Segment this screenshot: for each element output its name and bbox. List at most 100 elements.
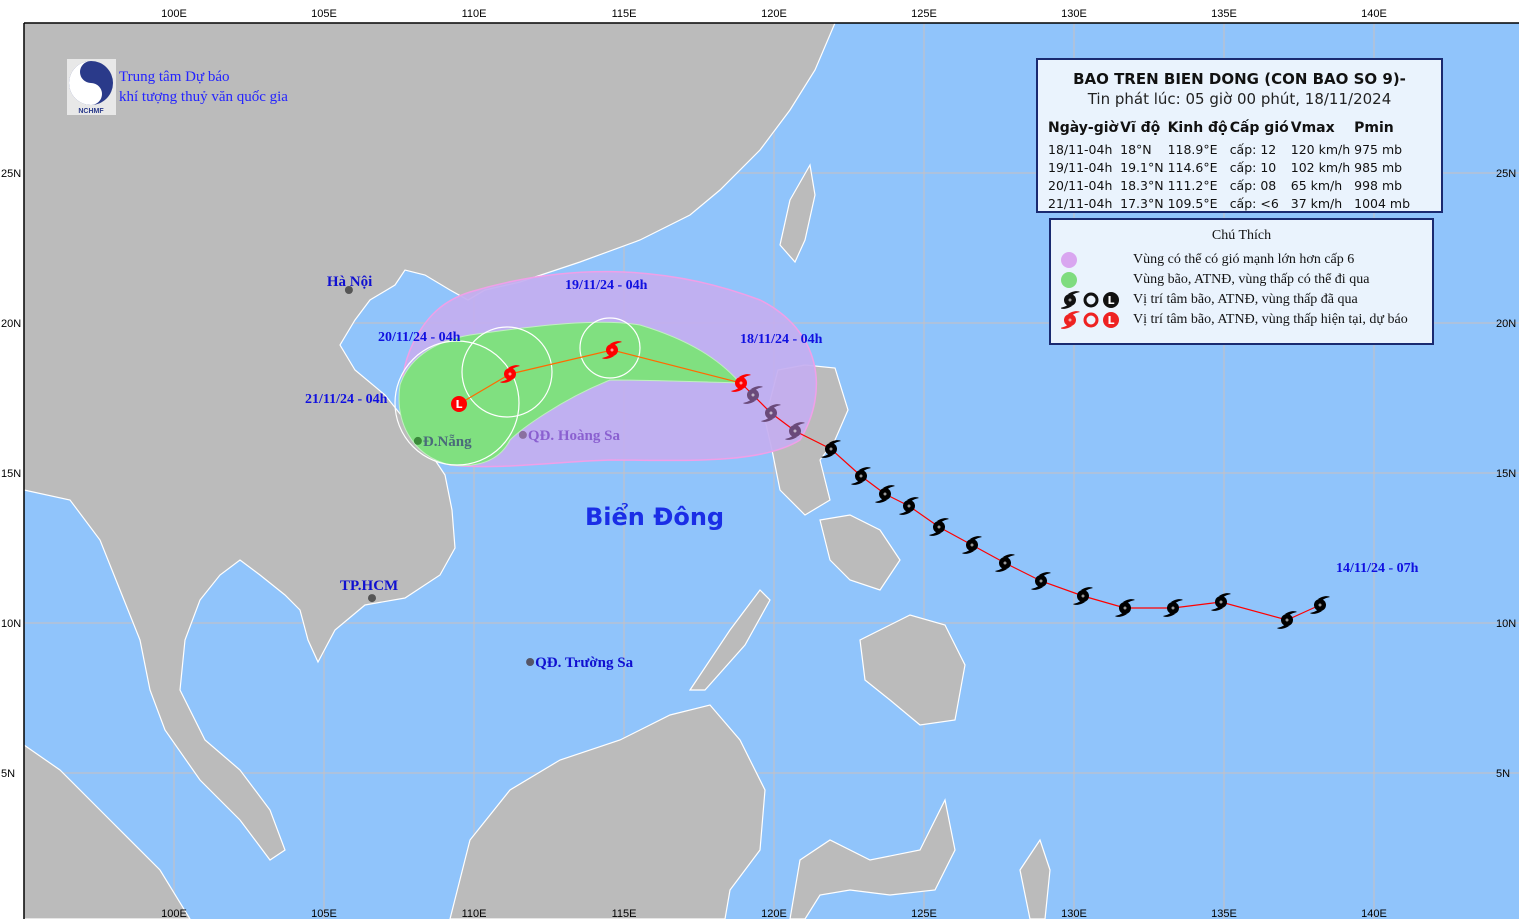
table-cell: 118.9°E bbox=[1167, 141, 1218, 157]
table-cell: 985 mb bbox=[1354, 159, 1403, 175]
place-dot bbox=[344, 286, 353, 294]
forecast-storm-icon bbox=[500, 365, 520, 383]
legend-label: Vùng có thể có gió mạnh lớn hơn cấp 6 bbox=[1133, 252, 1355, 267]
past-storm-icon bbox=[1073, 587, 1093, 605]
legend-box: Chú Thích Vùng có thể có gió mạnh lớn hơ… bbox=[1049, 218, 1434, 345]
past-storm-icon bbox=[899, 497, 919, 515]
place-label: Đ.Nẵng bbox=[423, 434, 472, 450]
low-icon: L bbox=[1103, 292, 1119, 308]
svg-text:L: L bbox=[1107, 294, 1114, 307]
legend-item-current: L Vị trí tâm bão, ATNĐ, vùng thấp hiện t… bbox=[1061, 310, 1408, 330]
lat-tick-label-right: 25N bbox=[1496, 168, 1516, 180]
table-row: 19/11-04h 19.1°N 114.6°E cấp: 10 102 km/h 985… bbox=[1048, 158, 1414, 176]
place-label: TP.HCM bbox=[340, 578, 398, 594]
land-sumatra bbox=[23, 743, 191, 919]
column-header: Vmax bbox=[1290, 120, 1335, 136]
lat-tick-label-right: 20N bbox=[1496, 318, 1516, 330]
date-label-19: 19/11/24 - 04h bbox=[565, 278, 648, 293]
column-header: Pmin bbox=[1354, 120, 1394, 136]
lon-tick-label: 135E bbox=[1211, 8, 1237, 20]
purple-dot-icon bbox=[1061, 252, 1077, 268]
agency-line-1: Trung tâm Dự báo bbox=[119, 69, 230, 85]
bulletin-box: BAO TREN BIEN DONG (CON BAO SO 9)- Tin p… bbox=[1036, 58, 1443, 213]
date-label-14: 14/11/24 - 07h bbox=[1336, 561, 1419, 576]
table-cell: 18.3°N bbox=[1120, 177, 1164, 193]
lat-tick-label: 10N bbox=[1, 618, 21, 630]
table-cell: cấp: 12 bbox=[1229, 141, 1277, 157]
table-cell: 21/11-04h bbox=[1048, 195, 1113, 211]
table-cell: 111.2°E bbox=[1167, 177, 1218, 193]
lon-tick-label-bottom: 130E bbox=[1061, 908, 1087, 919]
storm-icon bbox=[1061, 311, 1080, 329]
lon-tick-label: 105E bbox=[311, 8, 337, 20]
lat-tick-label-right: 15N bbox=[1496, 468, 1516, 480]
table-row: 18/11-04h 18°N 118.9°E cấp: 12 120 km/h 975 m… bbox=[1048, 140, 1414, 158]
places: Hà Nội Đ.Nẵng QĐ. Hoàng Sa TP.HCM QĐ. Trường… bbox=[327, 274, 634, 671]
land-taiwan bbox=[779, 163, 816, 264]
table-cell: 37 km/h bbox=[1290, 195, 1343, 211]
svg-text:L: L bbox=[455, 398, 462, 411]
storm-icon bbox=[1061, 291, 1080, 309]
green-dot-icon bbox=[1061, 272, 1077, 288]
lon-tick-label-bottom: 135E bbox=[1211, 908, 1237, 919]
legend-item-storm-zone: Vùng bão, ATNĐ, vùng thấp có thể đi qua bbox=[1061, 270, 1369, 290]
table-cell: 17.3°N bbox=[1120, 195, 1164, 211]
table-cell: 65 km/h bbox=[1290, 177, 1343, 193]
table-cell: 19.1°N bbox=[1120, 159, 1164, 175]
past-storm-icon bbox=[875, 485, 895, 503]
past-storm-icon bbox=[1031, 572, 1051, 590]
land-visayas bbox=[819, 514, 901, 591]
lat-tick-label: 20N bbox=[1, 318, 21, 330]
past-storm-icon bbox=[1310, 596, 1330, 614]
agency-line-2: khí tượng thuỷ văn quốc gia bbox=[119, 89, 288, 105]
lon-tick-label: 110E bbox=[462, 8, 487, 20]
table-cell: 19/11-04h bbox=[1048, 159, 1113, 175]
legend-label: Vùng bão, ATNĐ, vùng thấp có thể đi qua bbox=[1133, 272, 1370, 287]
place-label: QĐ. Trường Sa bbox=[535, 655, 634, 671]
table-cell: 1004 mb bbox=[1354, 195, 1411, 211]
place-dot bbox=[518, 430, 527, 439]
lat-tick-label-right: 10N bbox=[1496, 618, 1516, 630]
place-dot bbox=[368, 594, 376, 603]
lat-tick-label-right: 5N bbox=[1496, 768, 1510, 780]
column-header: Cấp gió bbox=[1229, 120, 1289, 136]
storm-track: L bbox=[451, 341, 1330, 629]
legend-label: Vị trí tâm bão, ATNĐ, vùng thấp đã qua bbox=[1133, 292, 1358, 307]
past-storm-icon bbox=[821, 440, 841, 458]
table-cell: 109.5°E bbox=[1167, 195, 1218, 211]
lon-tick-label-bottom: 105E bbox=[311, 908, 337, 919]
legend-label: Vị trí tâm bão, ATNĐ, vùng thấp hiện tại… bbox=[1133, 312, 1408, 327]
table-cell: 975 mb bbox=[1354, 141, 1403, 157]
depression-icon bbox=[1083, 312, 1099, 328]
past-storm-icon bbox=[995, 554, 1015, 572]
bulletin-issued: Tin phát lúc: 05 giờ 00 phút, 18/11/2024 bbox=[1087, 90, 1392, 108]
date-label-20: 20/11/24 - 04h bbox=[378, 330, 461, 345]
lon-tick-label-bottom: 140E bbox=[1361, 908, 1387, 919]
low-icon: L bbox=[1103, 312, 1119, 328]
nchmf-logo: NCHMF bbox=[67, 59, 116, 115]
table-row: 20/11-04h 18.3°N 111.2°E cấp: 08 65 km/h 998 … bbox=[1048, 176, 1414, 194]
past-storm-icon bbox=[1277, 611, 1297, 629]
lon-tick-label: 125E bbox=[911, 8, 937, 20]
table-cell: cấp: 08 bbox=[1229, 177, 1277, 193]
lon-tick-label: 100E bbox=[161, 8, 187, 20]
land-palawan bbox=[688, 589, 771, 691]
table-cell: cấp: <6 bbox=[1229, 195, 1279, 211]
svg-text:L: L bbox=[1107, 314, 1114, 327]
table-cell: 102 km/h bbox=[1290, 159, 1351, 175]
legend-item-past: L Vị trí tâm bão, ATNĐ, vùng thấp đã qua bbox=[1061, 290, 1358, 310]
forecast-circle-2 bbox=[461, 326, 553, 418]
table-cell: 114.6°E bbox=[1167, 159, 1218, 175]
date-label-18: 18/11/24 - 04h bbox=[740, 332, 823, 347]
table-row: 21/11-04h 17.3°N 109.5°E cấp: <6 37 km/h 1004… bbox=[1048, 194, 1414, 212]
low-pressure-icon: L bbox=[451, 396, 467, 412]
table-cell: 998 mb bbox=[1354, 177, 1403, 193]
place-label: QĐ. Hoàng Sa bbox=[528, 428, 621, 444]
land-mindanao bbox=[859, 614, 966, 726]
forecast-track-line bbox=[458, 349, 742, 405]
forecast-table: Ngày-giờ Vĩ độ Kinh độ Cấp gió Vmax Pmin 18/1… bbox=[1048, 120, 1414, 212]
land-halmahera bbox=[1019, 838, 1051, 919]
lat-tick-label: 15N bbox=[1, 468, 21, 480]
table-cell: 20/11-04h bbox=[1048, 177, 1113, 193]
storm-zone bbox=[398, 321, 742, 467]
